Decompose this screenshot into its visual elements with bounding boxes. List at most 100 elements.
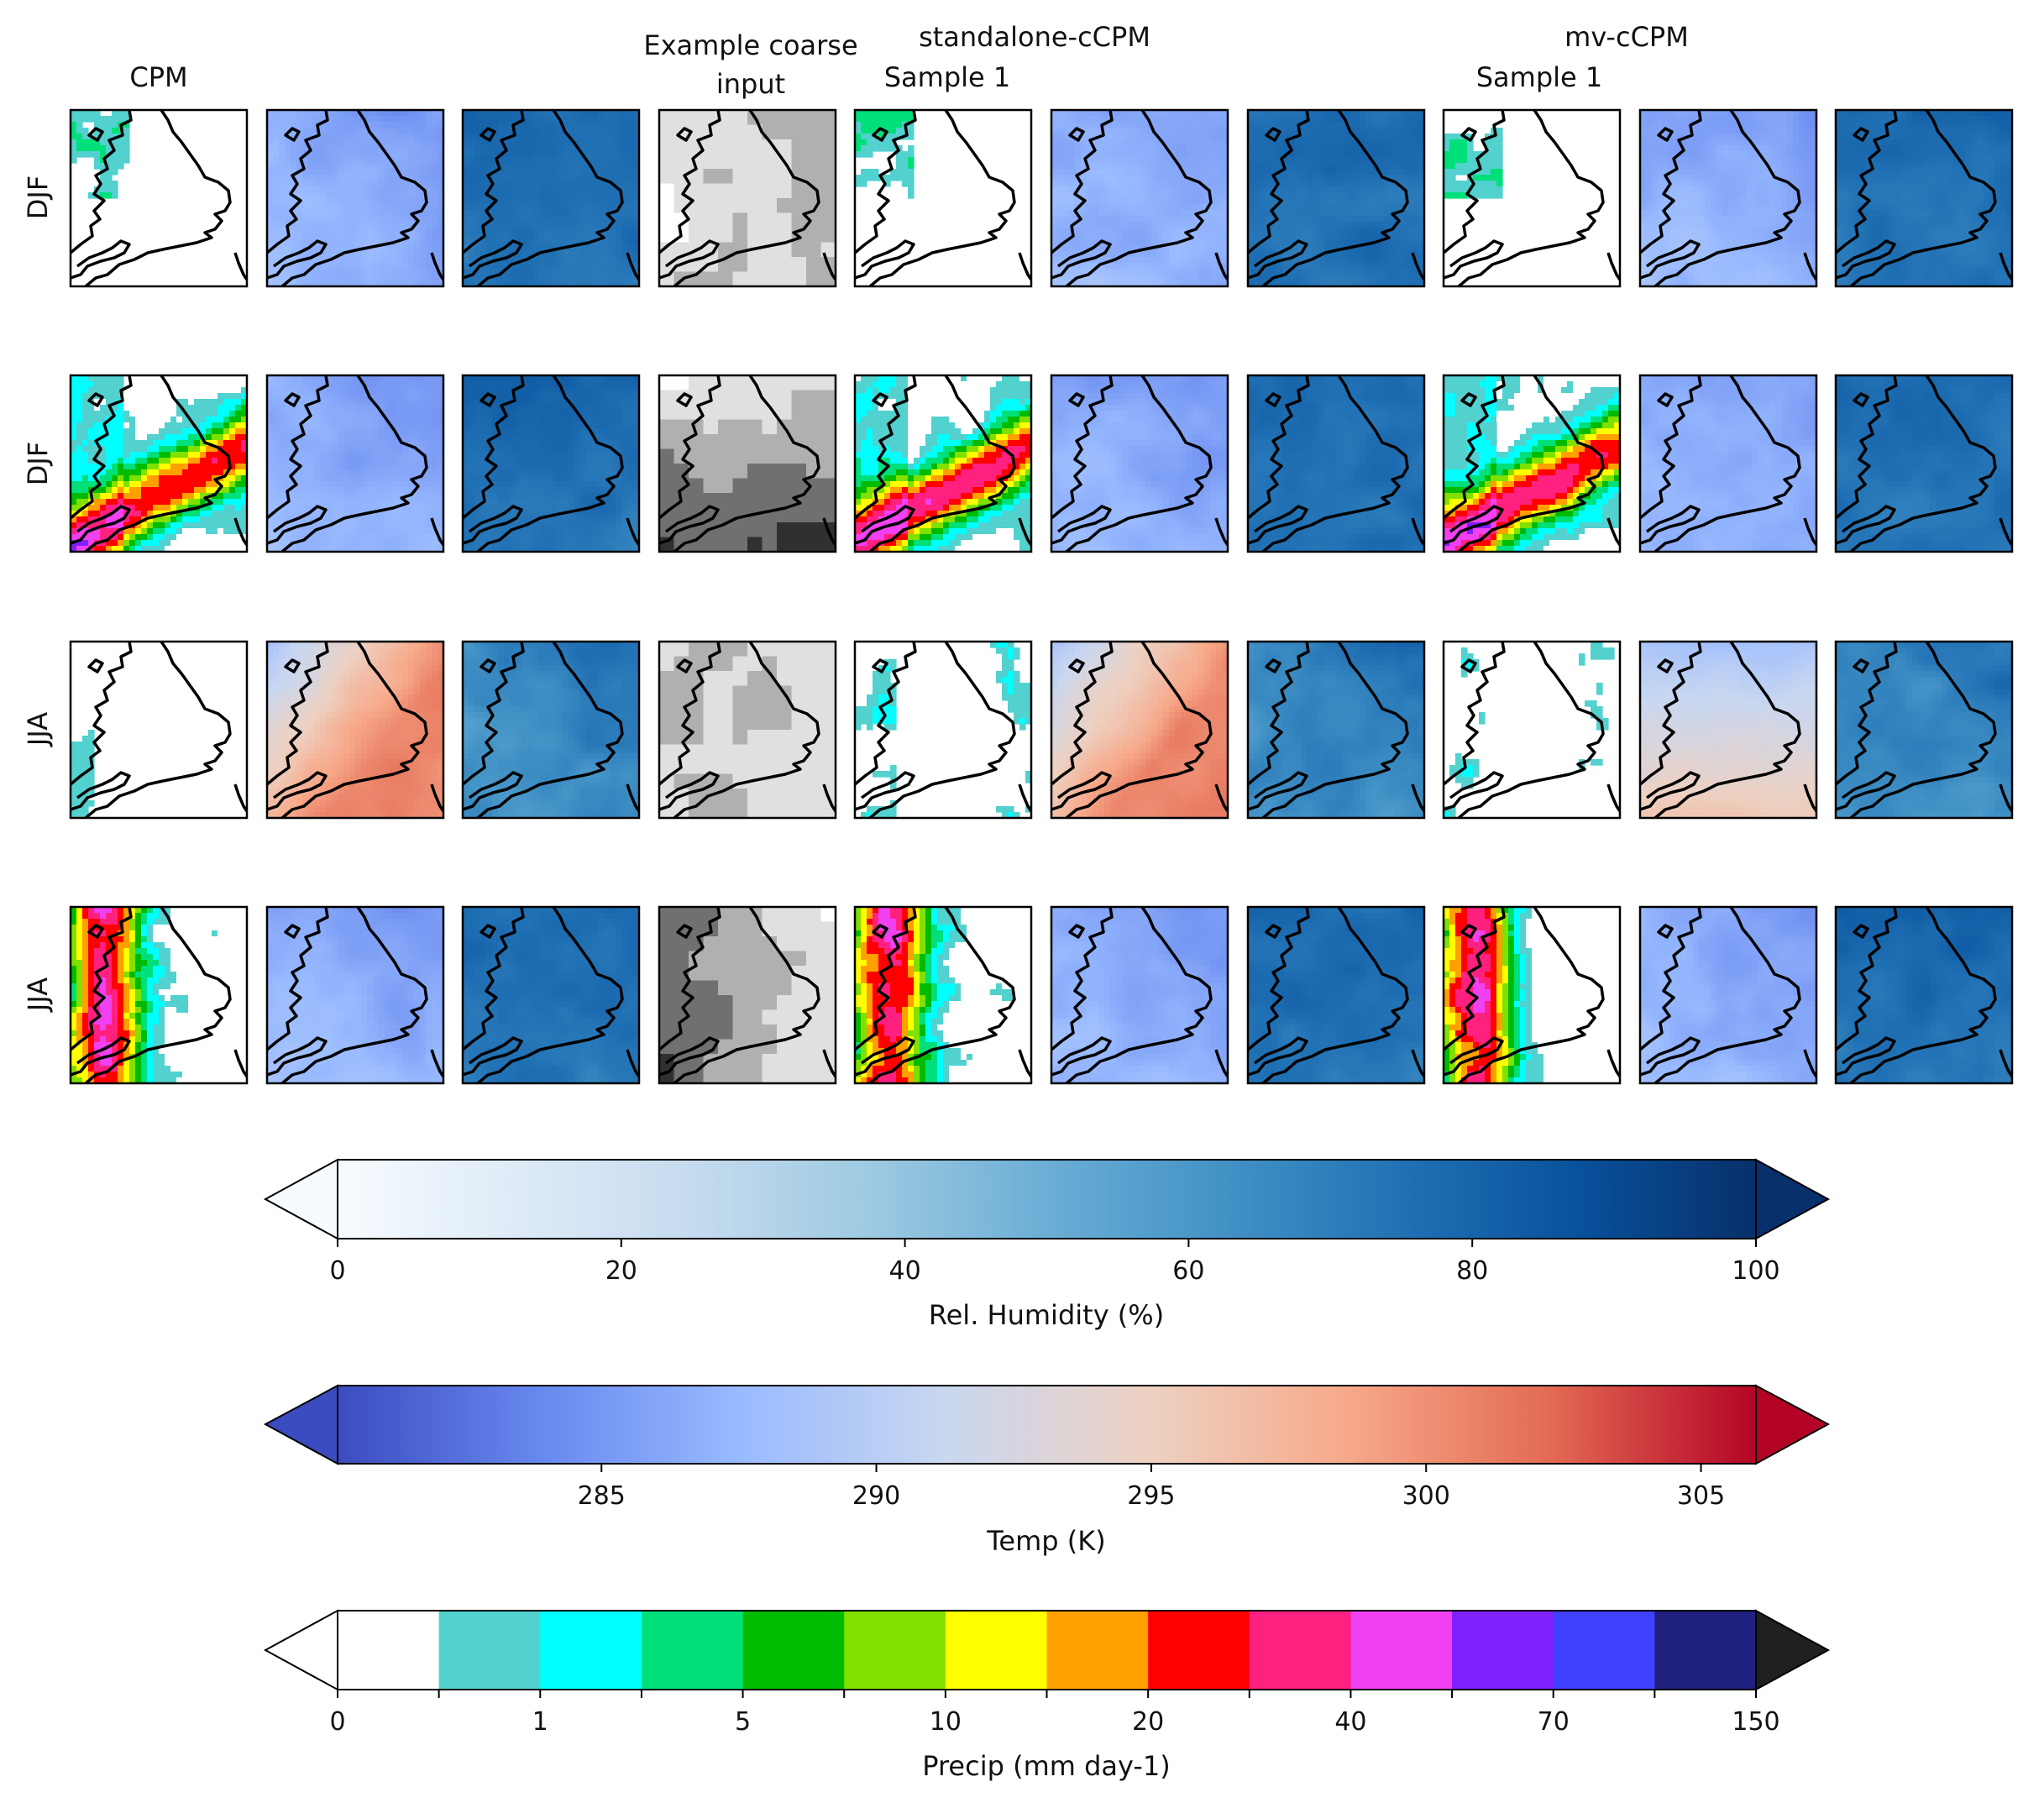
map-cell: [1799, 239, 1806, 246]
map-cell: [1336, 233, 1343, 240]
map-cell: [1752, 139, 1758, 146]
map-cell: [627, 222, 634, 228]
map-cell: [563, 280, 569, 286]
map-cell: [1140, 210, 1146, 217]
map-cell: [1087, 228, 1093, 234]
map-cell: [718, 183, 734, 199]
map-cell: [580, 145, 587, 152]
map-cell: [106, 169, 113, 176]
map-cell: [1646, 110, 1653, 117]
map-cell: [379, 175, 385, 181]
map-cell: [1330, 228, 1337, 234]
map-cell: [791, 154, 807, 170]
map-cell: [1307, 139, 1313, 146]
map-cell: [659, 228, 675, 244]
map-cell: [1348, 145, 1355, 152]
map-cell: [361, 251, 368, 258]
map-cell: [1313, 280, 1319, 286]
map-cell: [314, 222, 321, 228]
map-cell: [402, 163, 409, 170]
map-cell: [627, 122, 634, 128]
map-cell: [527, 263, 534, 270]
map-cell: [1687, 192, 1694, 199]
map-cell: [1307, 151, 1313, 158]
map-cell: [320, 233, 327, 240]
map-cell: [1781, 122, 1788, 128]
map-cell: [1371, 110, 1378, 117]
map-cell: [1075, 228, 1082, 234]
map-cell: [1418, 122, 1424, 128]
map-cell: [1051, 169, 1058, 176]
map-cell: [1295, 198, 1302, 205]
map-cell: [551, 204, 558, 211]
map-cell: [1781, 151, 1788, 158]
map-cell: [1412, 251, 1419, 258]
map-cell: [361, 257, 368, 264]
map-cell: [1722, 192, 1729, 199]
map-cell: [762, 110, 778, 126]
map-cell: [551, 175, 558, 181]
map-cell: [1266, 151, 1272, 158]
map-cell: [426, 192, 432, 199]
map-cell: [1711, 257, 1717, 264]
map-cell: [1769, 139, 1776, 146]
map-cell: [396, 233, 403, 240]
map-cell: [1377, 116, 1384, 123]
map-cell: [1658, 139, 1664, 146]
map-cell: [586, 116, 593, 123]
map-cell: [1134, 128, 1140, 134]
map-cell: [1301, 139, 1308, 146]
map-cell: [1669, 263, 1676, 270]
map-cell: [332, 192, 338, 199]
map-cell: [469, 157, 475, 164]
map-cell: [349, 110, 356, 117]
panel-frame: [1246, 108, 1426, 288]
map-cell: [71, 157, 77, 164]
map-cell: [574, 157, 581, 164]
map-cell: [1198, 157, 1205, 164]
map-cell: [1646, 128, 1653, 134]
coastline: [855, 110, 1031, 286]
map-cell: [633, 280, 639, 286]
map-cell: [332, 233, 338, 240]
map-cell: [379, 275, 385, 281]
map-cell: [1687, 275, 1694, 281]
map-cell: [1330, 163, 1337, 170]
map-cell: [273, 175, 280, 181]
map-panel-grid: [69, 108, 2014, 1085]
map-panel-r1-c6: [1050, 108, 1229, 288]
map-cell: [1151, 198, 1158, 205]
map-cell: [516, 192, 522, 199]
map-cell: [1407, 134, 1413, 140]
map-cell: [1646, 192, 1653, 199]
map-cell: [1187, 275, 1193, 281]
map-cell: [718, 110, 734, 126]
map-cell: [1313, 233, 1319, 240]
map-cell: [592, 145, 599, 152]
map-cell: [627, 192, 634, 199]
map-cell: [1752, 245, 1758, 252]
map-cell: [1377, 210, 1384, 217]
map-cell: [420, 163, 427, 170]
map-cell: [1295, 186, 1302, 193]
map-cell: [598, 251, 605, 258]
map-cell: [1313, 216, 1319, 223]
map-cell: [373, 192, 380, 199]
map-cell: [285, 275, 291, 281]
map-cell: [598, 186, 605, 193]
map-cell: [1181, 233, 1187, 240]
map-cell: [1805, 186, 1811, 193]
map-cell: [1646, 210, 1653, 217]
map-cell: [361, 181, 368, 187]
map-cell: [586, 110, 593, 117]
map-cell: [285, 239, 291, 246]
map-cell: [1455, 151, 1462, 158]
map-cell: [1342, 175, 1349, 181]
map-cell: [285, 257, 291, 264]
map-cell: [1151, 233, 1158, 240]
map-cell: [1093, 233, 1099, 240]
map-cell: [1216, 122, 1223, 128]
map-cell: [373, 181, 380, 187]
map-cell: [563, 198, 569, 205]
map-cell: [296, 245, 303, 252]
